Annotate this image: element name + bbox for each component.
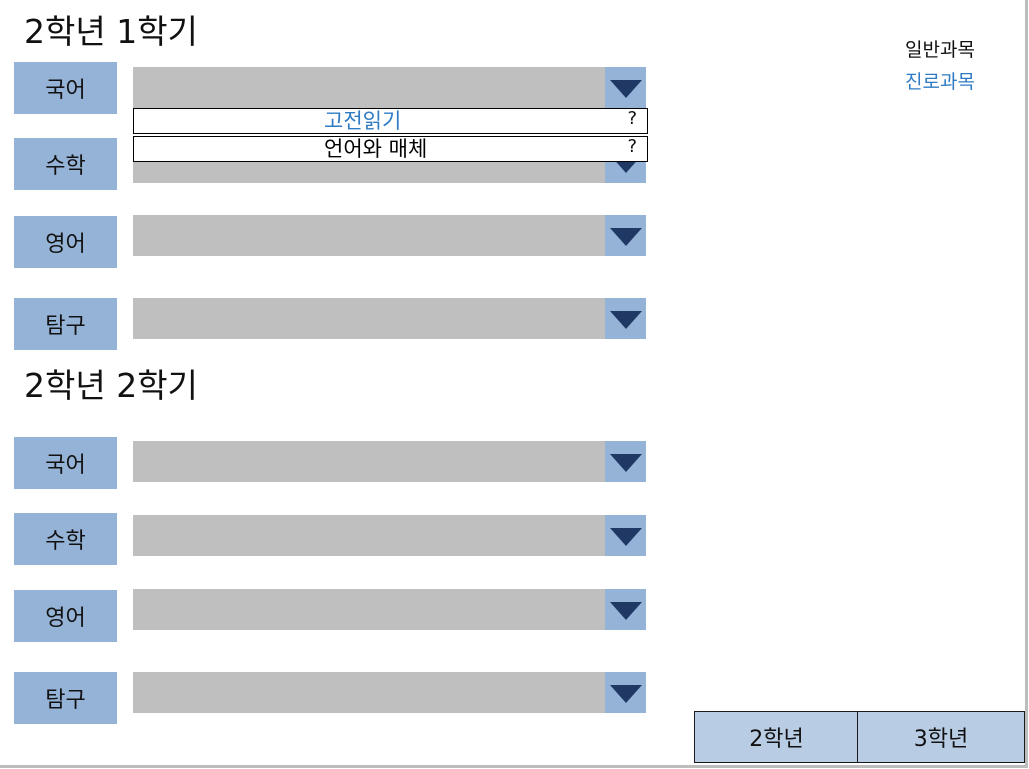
- subject-label-inquiry: 탐구: [14, 298, 117, 350]
- dropdown-button[interactable]: [605, 67, 646, 108]
- dropdown-button[interactable]: [605, 672, 646, 713]
- subject-label-math: 수학: [14, 513, 117, 565]
- subject-label-inquiry: 탐구: [14, 672, 117, 724]
- subject-label-korean: 국어: [14, 62, 117, 114]
- legend-career-course: 진로과목: [905, 71, 975, 93]
- subject-combo-math[interactable]: [133, 515, 611, 556]
- option-label: 고전읽기: [324, 109, 402, 133]
- subject-label-english: 영어: [14, 216, 117, 268]
- subject-combo-english[interactable]: [133, 215, 611, 256]
- legend-general-course: 일반과목: [905, 39, 975, 61]
- dropdown-button[interactable]: [605, 589, 646, 630]
- dropdown-list: 고전읽기 ? 언어와 매체 ?: [133, 108, 648, 164]
- triangle-down-icon: [610, 685, 642, 703]
- subject-combo-inquiry[interactable]: [133, 672, 611, 713]
- subject-label-english: 영어: [14, 590, 117, 642]
- option-label: 언어와 매체: [324, 137, 428, 161]
- subject-combo-korean[interactable]: [133, 441, 611, 482]
- triangle-down-icon: [610, 311, 642, 329]
- subject-combo-english[interactable]: [133, 589, 611, 630]
- triangle-down-icon: [610, 454, 642, 472]
- triangle-down-icon: [610, 228, 642, 246]
- subject-label-math: 수학: [14, 138, 117, 190]
- help-icon[interactable]: ?: [627, 108, 637, 129]
- grade-2-button[interactable]: 2학년: [694, 711, 859, 763]
- dropdown-button[interactable]: [605, 441, 646, 482]
- subject-combo-inquiry[interactable]: [133, 298, 611, 339]
- dropdown-option[interactable]: 언어와 매체 ?: [133, 136, 648, 162]
- subject-combo-korean[interactable]: [133, 67, 611, 108]
- subject-label-korean: 국어: [14, 437, 117, 489]
- dropdown-option[interactable]: 고전읽기 ?: [133, 108, 648, 134]
- triangle-down-icon: [610, 528, 642, 546]
- dropdown-button[interactable]: [605, 298, 646, 339]
- grade-3-button[interactable]: 3학년: [857, 711, 1025, 763]
- dropdown-button[interactable]: [605, 215, 646, 256]
- semester-title: 2학년 1학기: [24, 12, 198, 51]
- help-icon[interactable]: ?: [627, 136, 637, 157]
- triangle-down-icon: [610, 602, 642, 620]
- semester-title: 2학년 2학기: [24, 366, 198, 405]
- dropdown-button[interactable]: [605, 515, 646, 556]
- triangle-down-icon: [610, 80, 642, 98]
